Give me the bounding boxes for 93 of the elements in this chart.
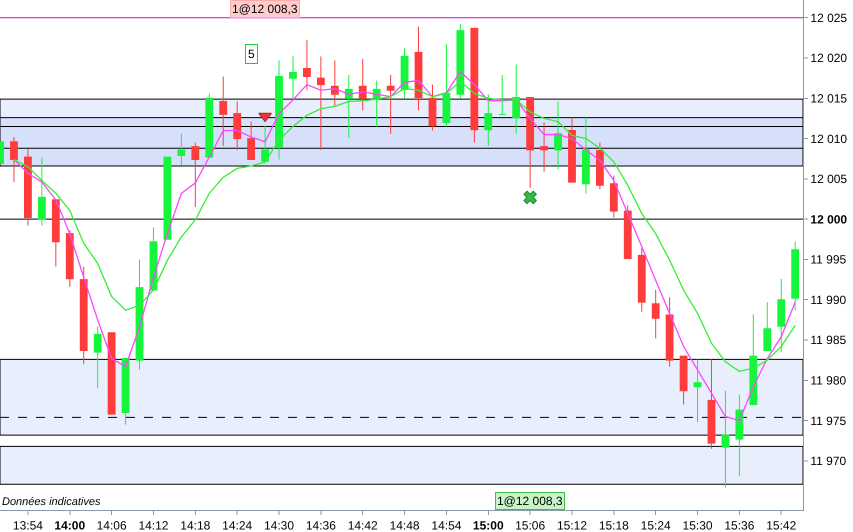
candlestick [80, 266, 88, 365]
candlestick [233, 101, 242, 150]
candlestick [386, 74, 395, 134]
candlestick [400, 48, 408, 99]
candlestick [289, 56, 297, 99]
candlestick [122, 358, 130, 426]
candlestick [526, 96, 534, 188]
candlestick [442, 44, 450, 127]
candlestick [108, 332, 116, 415]
candlestick [596, 142, 604, 190]
candlestick [177, 133, 186, 166]
candlestick [219, 76, 228, 146]
x-tick-label: 15:42 [766, 518, 797, 532]
x-tick-label: 14:06 [96, 518, 127, 532]
y-tick-label: 12 005 [810, 172, 848, 186]
x-tick-label: 14:30 [264, 518, 294, 532]
candlestick [666, 296, 674, 368]
x-tick-label: 15:06 [515, 518, 546, 532]
candlestick [470, 28, 478, 144]
candlestick [582, 117, 590, 194]
y-tick-label: 12 020 [810, 51, 848, 66]
candlestick [52, 199, 60, 268]
candlestick [540, 122, 548, 172]
candlestick [456, 24, 464, 99]
candlestick [428, 84, 436, 132]
candlestick [498, 74, 506, 115]
line-series [13, 80, 796, 372]
x-tick-label: 14:18 [180, 518, 211, 532]
candlestick [94, 326, 102, 389]
y-tick-label: 12 010 [810, 132, 848, 146]
candlestick [316, 56, 325, 150]
candlestick [680, 356, 688, 405]
x-tick-label: 15:24 [640, 518, 672, 532]
candlestick [763, 302, 772, 351]
candlestick [66, 230, 74, 288]
candlestick [484, 94, 492, 146]
annotation: 1@12 008,3 [497, 494, 563, 508]
y-tick-label: 12 015 [810, 91, 848, 106]
x-tick-label: 14:36 [306, 518, 336, 532]
y-tick-label: 11 995 [810, 252, 847, 267]
candlestick [568, 117, 576, 183]
y-tick-label: 12 025 [810, 10, 848, 25]
candlestick [358, 58, 367, 111]
y-tick-label: 11 985 [810, 333, 847, 348]
candlestick [344, 74, 353, 138]
candlestick [372, 80, 381, 127]
candlestick [694, 358, 702, 423]
candlestick [554, 101, 562, 170]
x-tick-label: 15:18 [598, 518, 630, 532]
x-tick-label: 15:00 [472, 518, 504, 532]
annotation: Données indicatives [2, 496, 101, 508]
y-tick-label: 11 975 [810, 414, 847, 428]
x-tick-label: 14:00 [54, 518, 86, 532]
candlestick [261, 125, 269, 164]
candlestick [749, 314, 758, 405]
x-tick-label: 15:36 [724, 518, 755, 532]
x-tick-label: 14:42 [348, 518, 378, 532]
candlestick [652, 290, 660, 339]
x-tick-label: 14:12 [138, 518, 169, 532]
candlestick [777, 278, 786, 353]
candlestick [708, 358, 716, 450]
candlestick [205, 92, 214, 158]
candlestick [24, 148, 32, 226]
candlestick [512, 64, 520, 134]
y-tick-label: 11 990 [810, 292, 847, 307]
annotation: 1@12 008,3 [232, 2, 298, 16]
candlestick [722, 390, 730, 488]
candlestick [624, 204, 632, 260]
candlestick [275, 60, 283, 160]
annotation: 5 [248, 47, 255, 61]
candlestick [163, 156, 172, 240]
candlestick [247, 121, 256, 160]
x-tick-label: 14:54 [431, 518, 462, 532]
y-tick-label: 11 970 [810, 454, 847, 468]
candlestick [303, 40, 311, 91]
y-tick-label: 12 000 [810, 212, 848, 226]
candlestick [735, 394, 744, 477]
y-tick-label: 11 980 [810, 373, 847, 388]
candlestick [414, 26, 422, 111]
candlestick [38, 156, 46, 226]
candlestick [10, 136, 18, 183]
candlestick [330, 60, 339, 107]
x-tick-label: 15:12 [556, 518, 588, 532]
candlestick [638, 248, 646, 312]
x-tick-label: 15:30 [682, 518, 713, 532]
line-series [13, 71, 796, 422]
candlestick [610, 175, 618, 218]
x-tick-label: 14:48 [390, 518, 420, 532]
candlestick [136, 258, 144, 370]
candlestick [191, 142, 200, 208]
x-tick-label: 14:24 [222, 518, 253, 532]
x-tick-label: 13:54 [12, 518, 44, 532]
candlestick [791, 241, 800, 311]
